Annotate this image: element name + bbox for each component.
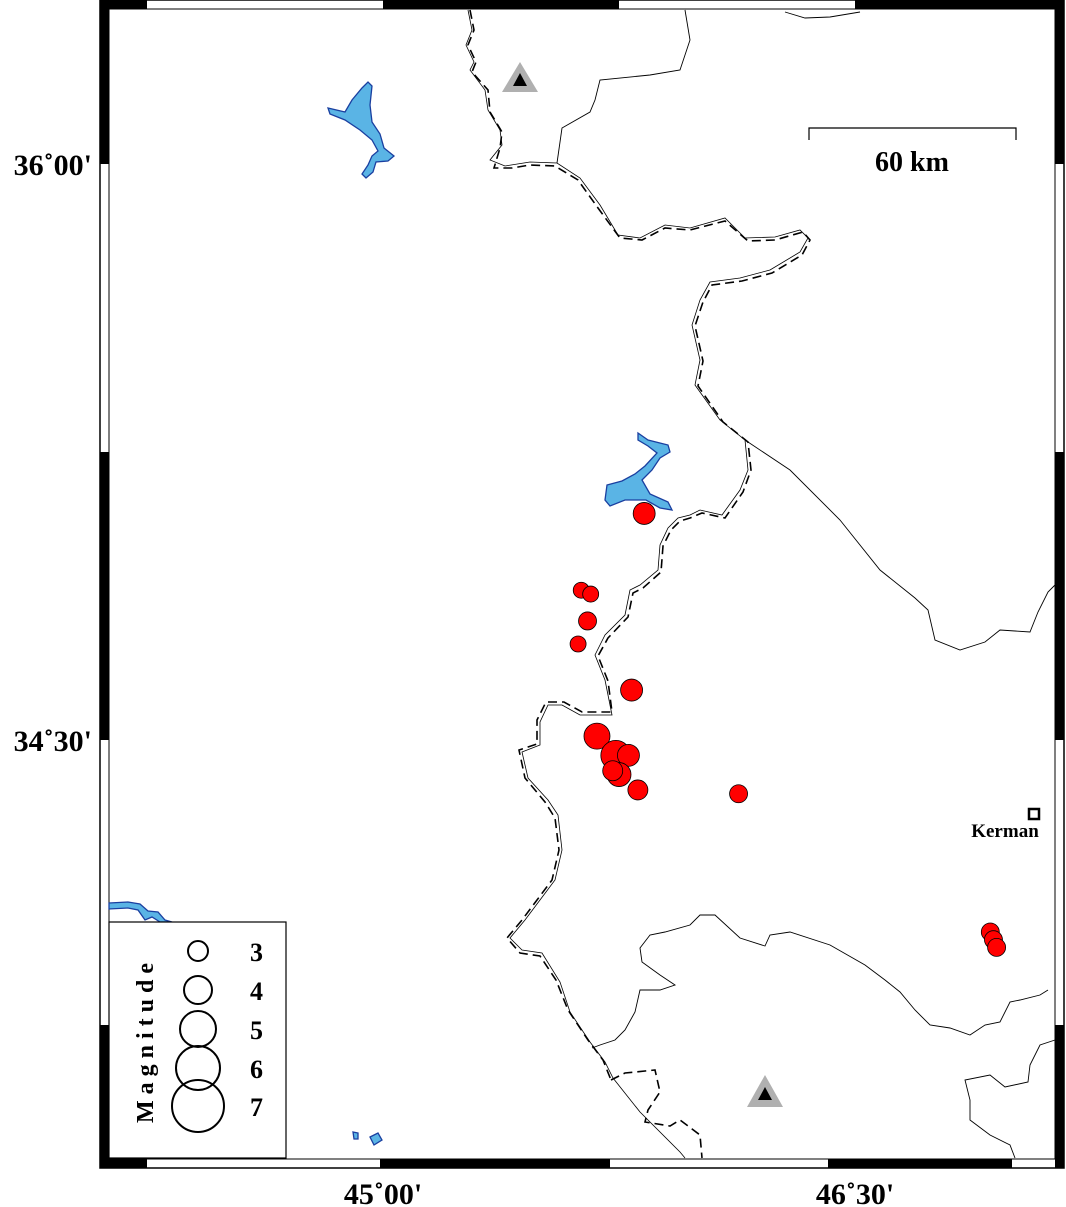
earthquake-event (627, 779, 649, 801)
earthquake-event (729, 784, 748, 804)
lat-label-bottom: 34˚30' (14, 725, 92, 758)
city-label: Kerman (971, 821, 1039, 842)
province-boundary (964, 1039, 1056, 1159)
earthquake-events (569, 502, 1006, 957)
earthquake-event (578, 611, 597, 631)
border-spur-dashed (610, 1069, 703, 1159)
legend-circle-icon (171, 1079, 225, 1133)
earthquake-event (582, 585, 600, 603)
earthquake-event (987, 937, 1006, 957)
earthquake-event (617, 743, 640, 767)
earthquake-event (620, 678, 643, 702)
earthquake-event (569, 635, 587, 653)
city-kerman: Kerman (971, 807, 1041, 842)
international-border-dashed (467, 9, 811, 1081)
lake-central (604, 431, 674, 511)
islet (369, 1132, 383, 1146)
legend-label: 3 (250, 938, 263, 967)
boundaries (465, 9, 1056, 1159)
legend-title: Magnitude (133, 957, 159, 1123)
international-border (465, 9, 809, 1159)
water-bodies (108, 81, 674, 1146)
legend-circle-icon (183, 975, 213, 1005)
islet (352, 1131, 359, 1140)
province-boundary (744, 439, 1056, 651)
lat-label-top: 36˚00' (14, 149, 92, 182)
legend-label: 7 (250, 1093, 263, 1122)
scale-bar-label: 60 km (875, 147, 949, 178)
station-marker (502, 62, 538, 92)
lon-label-left: 45˚00' (344, 1178, 422, 1207)
magnitude-legend: Magnitude 3 4 5 6 7 (108, 921, 287, 1159)
lon-label-right: 46˚30' (816, 1178, 894, 1207)
legend-label: 4 (250, 977, 263, 1006)
legend-circle-icon (175, 1045, 221, 1091)
earthquake-event (602, 760, 624, 782)
square-icon (1027, 807, 1041, 821)
legend-circle-icon (187, 940, 209, 962)
earthquake-event (632, 502, 656, 525)
lake-north (327, 81, 396, 179)
province-boundary (784, 11, 861, 19)
scale-bar: 60 km (808, 127, 1017, 178)
station-marker (747, 1075, 783, 1107)
province-boundary (591, 914, 1049, 1049)
earthquake-event (583, 722, 611, 750)
province-boundary (556, 9, 691, 164)
legend-label: 6 (250, 1055, 263, 1084)
legend-label: 5 (250, 1016, 263, 1045)
